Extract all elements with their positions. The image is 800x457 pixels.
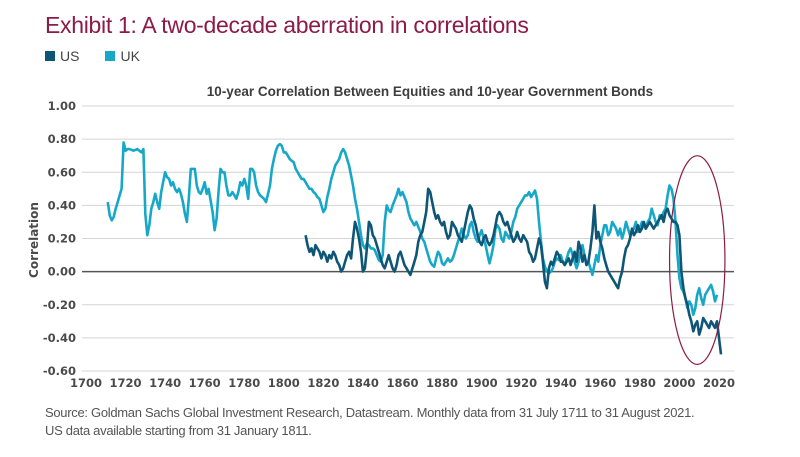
y-axis-title: Correlation bbox=[27, 202, 41, 278]
y-tick-label: 0.00 bbox=[48, 265, 76, 279]
legend-item-us: US bbox=[45, 48, 79, 64]
source-note: Source: Goldman Sachs Global Investment … bbox=[45, 404, 695, 440]
exhibit-title: Exhibit 1: A two-decade aberration in co… bbox=[45, 12, 529, 38]
x-tick-label: 1800 bbox=[268, 376, 300, 390]
legend-item-uk: UK bbox=[105, 48, 140, 64]
x-tick-label: 1780 bbox=[228, 376, 260, 390]
x-tick-label: 2020 bbox=[703, 376, 735, 390]
legend-label-uk: UK bbox=[120, 48, 140, 64]
x-tick-label: 1940 bbox=[545, 376, 577, 390]
legend: US UK bbox=[45, 48, 140, 64]
x-tick-label: 1820 bbox=[307, 376, 339, 390]
x-tick-label: 2000 bbox=[663, 376, 695, 390]
y-tick-label: -0.40 bbox=[43, 331, 76, 345]
x-tick-label: 1760 bbox=[189, 376, 221, 390]
x-tick-label: 1960 bbox=[584, 376, 616, 390]
y-tick-label: 0.80 bbox=[48, 132, 76, 146]
x-tick-label: 1980 bbox=[624, 376, 656, 390]
y-tick-label: 0.20 bbox=[48, 232, 76, 246]
source-line-2: US data available starting from 31 Janua… bbox=[45, 423, 312, 438]
series-line-us bbox=[304, 187, 723, 355]
legend-swatch-uk bbox=[105, 51, 116, 61]
x-tick-label: 1900 bbox=[466, 376, 498, 390]
y-tick-label: -0.20 bbox=[43, 298, 76, 312]
y-tick-label: -0.60 bbox=[43, 364, 76, 378]
series-line-uk bbox=[106, 141, 719, 317]
y-tick-label: 0.60 bbox=[48, 165, 76, 179]
x-tick-label: 1740 bbox=[149, 376, 181, 390]
x-tick-labels: 1700 1720 1740 1760 1780 1800 1820 1840 1860 1880… bbox=[70, 376, 735, 390]
highlight-ellipse bbox=[668, 155, 726, 365]
y-tick-labels: 1.00 0.80 0.60 0.40 0.20 0.00 -0.20 -0.40 -0.60 bbox=[43, 99, 76, 378]
x-tick-label: 1720 bbox=[110, 376, 142, 390]
series-lines bbox=[106, 141, 723, 355]
y-tick-label: 0.40 bbox=[48, 198, 76, 212]
x-tick-label: 1920 bbox=[505, 376, 537, 390]
x-tick-label: 1860 bbox=[386, 376, 418, 390]
chart-title: 10-year Correlation Between Equities and… bbox=[206, 84, 654, 99]
x-tick-label: 1700 bbox=[70, 376, 102, 390]
legend-label-us: US bbox=[60, 48, 80, 64]
legend-swatch-us bbox=[45, 51, 55, 61]
source-line-1: Source: Goldman Sachs Global Investment … bbox=[45, 405, 695, 420]
gridlines bbox=[82, 105, 734, 372]
x-tick-label: 1840 bbox=[347, 376, 379, 390]
x-tick-label: 1880 bbox=[426, 376, 458, 390]
y-tick-label: 1.00 bbox=[48, 99, 76, 113]
